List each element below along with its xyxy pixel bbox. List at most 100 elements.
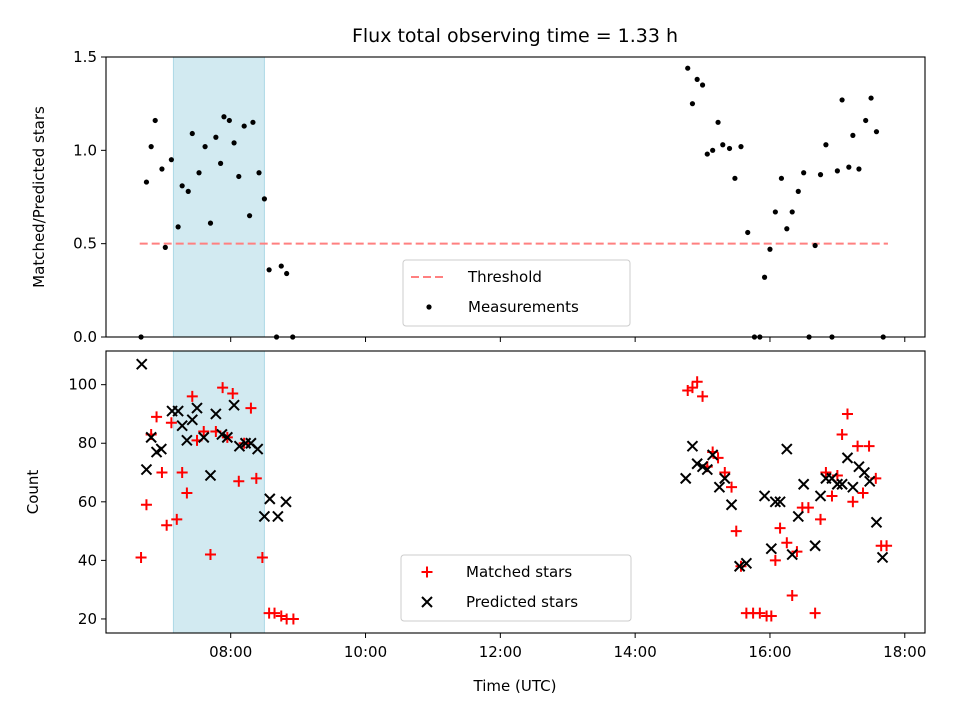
y-tick-label: 1.5 <box>73 48 97 66</box>
legend: Matched stars Predicted stars <box>400 554 632 622</box>
data-point <box>241 123 247 129</box>
data-point <box>858 466 871 479</box>
data-point <box>689 101 696 107</box>
data-point <box>809 607 821 619</box>
data-point <box>686 382 698 394</box>
data-point <box>231 140 237 146</box>
data-point <box>135 551 147 563</box>
data-point <box>856 166 862 172</box>
data-point <box>738 144 744 150</box>
data-point <box>767 246 773 252</box>
series-measurements <box>138 65 886 340</box>
data-point <box>778 175 785 181</box>
data-point <box>686 440 699 452</box>
data-point <box>784 226 790 232</box>
data-point <box>802 502 814 514</box>
data-point <box>250 472 262 484</box>
legend-label: Matched stars <box>466 563 572 581</box>
data-point <box>795 188 801 194</box>
data-point <box>823 142 829 148</box>
data-point <box>834 168 840 174</box>
data-point <box>774 496 786 508</box>
data-point <box>732 175 738 181</box>
data-point <box>719 467 731 479</box>
x-tick-label: 16:00 <box>748 643 791 661</box>
legend-label: Predicted stars <box>466 593 578 611</box>
data-point <box>841 452 854 464</box>
data-point <box>181 487 193 499</box>
data-point <box>685 65 691 71</box>
data-point <box>730 525 742 537</box>
shaded-span <box>172 56 265 338</box>
data-point <box>864 475 876 488</box>
legend-handle <box>426 304 432 310</box>
data-point <box>679 472 692 485</box>
data-point <box>814 490 827 502</box>
data-point <box>706 449 719 461</box>
data-point <box>165 417 177 429</box>
data-point <box>836 428 848 440</box>
data-point <box>228 399 240 411</box>
axes-frame <box>105 56 926 338</box>
data-point <box>261 196 268 202</box>
data-point <box>191 402 203 414</box>
data-point <box>145 431 157 444</box>
data-point <box>841 408 853 420</box>
data-point <box>258 510 271 523</box>
data-point <box>801 170 807 176</box>
legend-frame <box>402 259 631 327</box>
data-point <box>176 467 188 479</box>
y-axis-label: Count <box>24 470 42 515</box>
data-point <box>140 463 153 476</box>
data-point <box>168 157 174 163</box>
data-point <box>280 496 292 508</box>
data-point <box>781 443 793 455</box>
series-predicted-stars <box>136 358 889 572</box>
data-point <box>176 419 188 432</box>
data-point <box>765 610 777 622</box>
data-point <box>725 499 738 511</box>
data-point <box>251 443 264 455</box>
y-tick-label: 1.0 <box>73 141 97 159</box>
data-point <box>179 183 185 189</box>
data-point <box>754 607 766 619</box>
data-point <box>172 405 184 417</box>
data-point <box>185 188 191 194</box>
data-point <box>831 478 844 490</box>
data-point <box>204 469 217 482</box>
data-point <box>221 431 234 444</box>
data-point <box>857 487 869 499</box>
data-point <box>699 82 706 88</box>
data-point <box>786 548 798 561</box>
data-point <box>733 560 746 572</box>
data-point <box>233 440 246 452</box>
y-tick-label: 100 <box>68 376 97 394</box>
data-point <box>765 542 778 555</box>
data-point <box>847 481 859 493</box>
x-tick-label: 18:00 <box>883 643 926 661</box>
data-point <box>719 472 731 485</box>
data-point <box>701 463 713 476</box>
data-point <box>694 76 700 82</box>
data-point <box>278 263 284 269</box>
data-point <box>217 382 229 394</box>
data-point <box>791 546 803 558</box>
data-point <box>715 119 721 125</box>
data-point <box>162 244 168 250</box>
data-point <box>881 540 893 552</box>
data-point <box>272 510 284 523</box>
data-point <box>181 434 193 447</box>
data-point <box>852 440 864 452</box>
data-point <box>175 224 181 230</box>
data-point <box>774 522 786 534</box>
data-point <box>159 166 165 172</box>
data-point <box>171 513 183 525</box>
data-point <box>216 428 228 441</box>
x-tick-label: 14:00 <box>614 643 657 661</box>
y-tick-label: 0.0 <box>73 328 97 346</box>
data-point <box>256 170 262 176</box>
data-point <box>691 376 703 388</box>
y-tick-label: 60 <box>78 493 97 511</box>
data-point <box>713 481 726 493</box>
